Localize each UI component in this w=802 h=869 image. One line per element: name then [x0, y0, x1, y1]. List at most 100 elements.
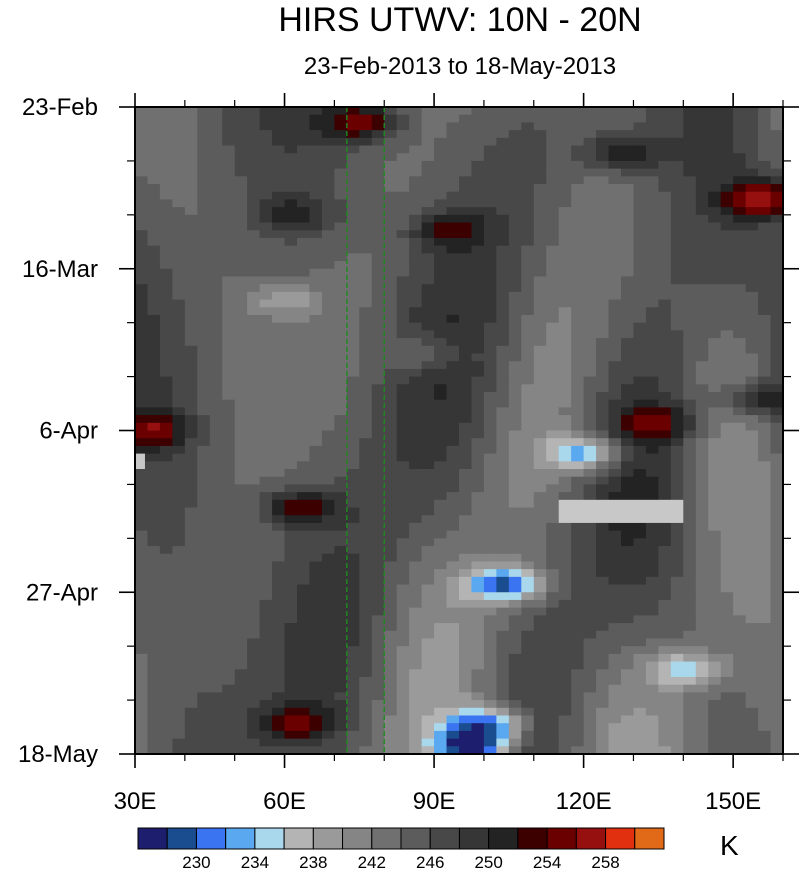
heatmap-cell	[359, 592, 373, 601]
heatmap-cell	[421, 160, 435, 170]
heatmap-cell	[135, 730, 149, 740]
heatmap-cell	[359, 207, 373, 216]
heatmap-cell	[359, 253, 373, 262]
heatmap-cell	[346, 569, 360, 578]
heatmap-cell	[434, 222, 448, 231]
heatmap-cell	[172, 553, 186, 563]
heatmap-cell	[745, 361, 759, 370]
heatmap-cell	[222, 653, 236, 663]
heatmap-cell	[446, 476, 460, 486]
heatmap-cell	[421, 584, 435, 593]
heatmap-cell	[334, 237, 348, 247]
missing-data-box	[135, 453, 145, 470]
heatmap-cell	[396, 122, 410, 131]
heatmap-cell	[459, 176, 473, 185]
heatmap-cell	[259, 646, 273, 655]
heatmap-cell	[645, 384, 659, 393]
heatmap-cell	[770, 230, 783, 239]
heatmap-cell	[621, 330, 635, 339]
heatmap-cell	[284, 738, 298, 747]
heatmap-cell	[683, 314, 697, 324]
heatmap-cell	[608, 268, 622, 278]
heatmap-cell	[172, 322, 186, 331]
heatmap-cell	[720, 184, 734, 193]
heatmap-cell	[159, 168, 173, 177]
heatmap-cell	[309, 253, 323, 262]
heatmap-cell	[695, 546, 709, 555]
heatmap-cell	[209, 145, 223, 154]
heatmap-cell	[309, 160, 323, 170]
heatmap-cell	[159, 376, 173, 385]
heatmap-cell	[683, 461, 697, 470]
heatmap-cell	[695, 715, 709, 724]
heatmap-cell	[758, 576, 772, 586]
heatmap-cell	[321, 492, 335, 501]
heatmap-cell	[683, 137, 697, 147]
heatmap-cell	[708, 723, 722, 732]
heatmap-cell	[321, 284, 335, 293]
heatmap-cell	[658, 599, 672, 609]
heatmap-cell	[758, 253, 772, 262]
heatmap-cell	[670, 484, 684, 493]
heatmap-cell	[172, 576, 186, 586]
heatmap-cell	[209, 407, 223, 416]
heatmap-cell	[645, 553, 659, 563]
heatmap-cell	[234, 499, 248, 509]
heatmap-cell	[284, 330, 298, 339]
heatmap-cell	[184, 222, 198, 231]
heatmap-cell	[533, 145, 547, 154]
heatmap-cell	[396, 314, 410, 324]
heatmap-cell	[197, 137, 211, 147]
heatmap-cell	[708, 176, 722, 185]
heatmap-cell	[321, 168, 335, 177]
heatmap-cell	[197, 653, 211, 663]
heatmap-cell	[770, 445, 783, 455]
heatmap-cell	[147, 715, 161, 724]
heatmap-cell	[733, 492, 747, 501]
heatmap-cell	[695, 484, 709, 493]
heatmap-cell	[346, 168, 360, 177]
heatmap-cell	[334, 276, 348, 285]
heatmap-cell	[733, 538, 747, 547]
heatmap-cell	[446, 623, 460, 632]
heatmap-cell	[396, 599, 410, 609]
heatmap-cell	[558, 592, 572, 601]
heatmap-cell	[571, 153, 585, 162]
heatmap-cell	[733, 692, 747, 701]
heatmap-cell	[483, 399, 497, 408]
heatmap-cell	[446, 284, 460, 293]
heatmap-cell	[521, 399, 535, 408]
heatmap-cell	[571, 738, 585, 747]
heatmap-cell	[222, 599, 236, 609]
heatmap-cell	[645, 661, 659, 670]
heatmap-cell	[346, 684, 360, 693]
heatmap-cell	[421, 445, 435, 455]
heatmap-cell	[409, 538, 423, 547]
heatmap-cell	[633, 461, 647, 470]
heatmap-cell	[297, 445, 311, 455]
heatmap-cell	[695, 176, 709, 185]
heatmap-cell	[608, 669, 622, 678]
heatmap-cell	[272, 738, 286, 747]
heatmap-cell	[135, 522, 149, 532]
heatmap-cell	[670, 199, 684, 208]
heatmap-cell	[745, 399, 759, 408]
heatmap-cell	[371, 268, 385, 278]
heatmap-cell	[621, 592, 635, 601]
heatmap-cell	[446, 338, 460, 347]
heatmap-cell	[371, 661, 385, 670]
heatmap-cell	[683, 630, 697, 640]
heatmap-cell	[197, 638, 211, 647]
heatmap-cell	[297, 553, 311, 563]
heatmap-cell	[135, 492, 149, 501]
heatmap-cell	[209, 322, 223, 331]
heatmap-cell	[222, 361, 236, 370]
heatmap-cell	[571, 707, 585, 717]
heatmap-cell	[633, 546, 647, 555]
heatmap-cell	[297, 276, 311, 285]
heatmap-cell	[459, 607, 473, 616]
heatmap-cell	[645, 415, 659, 424]
heatmap-cell	[496, 438, 510, 447]
heatmap-cell	[409, 707, 423, 717]
heatmap-cell	[247, 723, 261, 732]
